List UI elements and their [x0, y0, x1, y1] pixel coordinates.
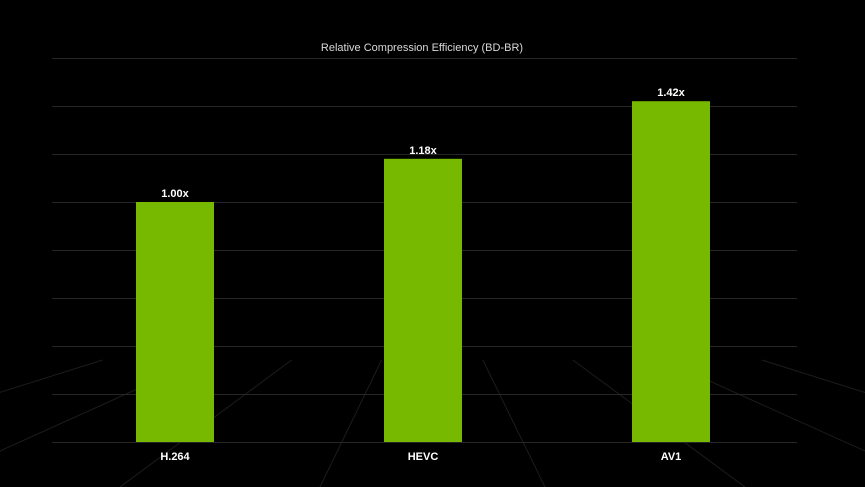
category-labels-group: H.264 HEVC AV1 [160, 451, 681, 463]
category-label: HEVC [408, 451, 439, 463]
bar-h264 [136, 202, 214, 442]
bar-value-label: 1.18x [409, 145, 437, 157]
value-labels-group: 1.00x 1.18x 1.42x [161, 87, 685, 200]
bar-av1 [632, 101, 710, 442]
category-label: AV1 [661, 451, 682, 463]
floor-line [761, 359, 865, 394]
bars-group [136, 101, 710, 443]
category-label: H.264 [160, 451, 190, 463]
chart-title: Relative Compression Efficiency (BD-BR) [321, 42, 523, 54]
bar-value-label: 1.00x [161, 188, 189, 200]
bar-value-label: 1.42x [657, 87, 685, 99]
floor-line [482, 359, 546, 487]
bar-hevc [384, 158, 462, 443]
floor-line [0, 359, 103, 393]
floor-line [319, 359, 383, 487]
